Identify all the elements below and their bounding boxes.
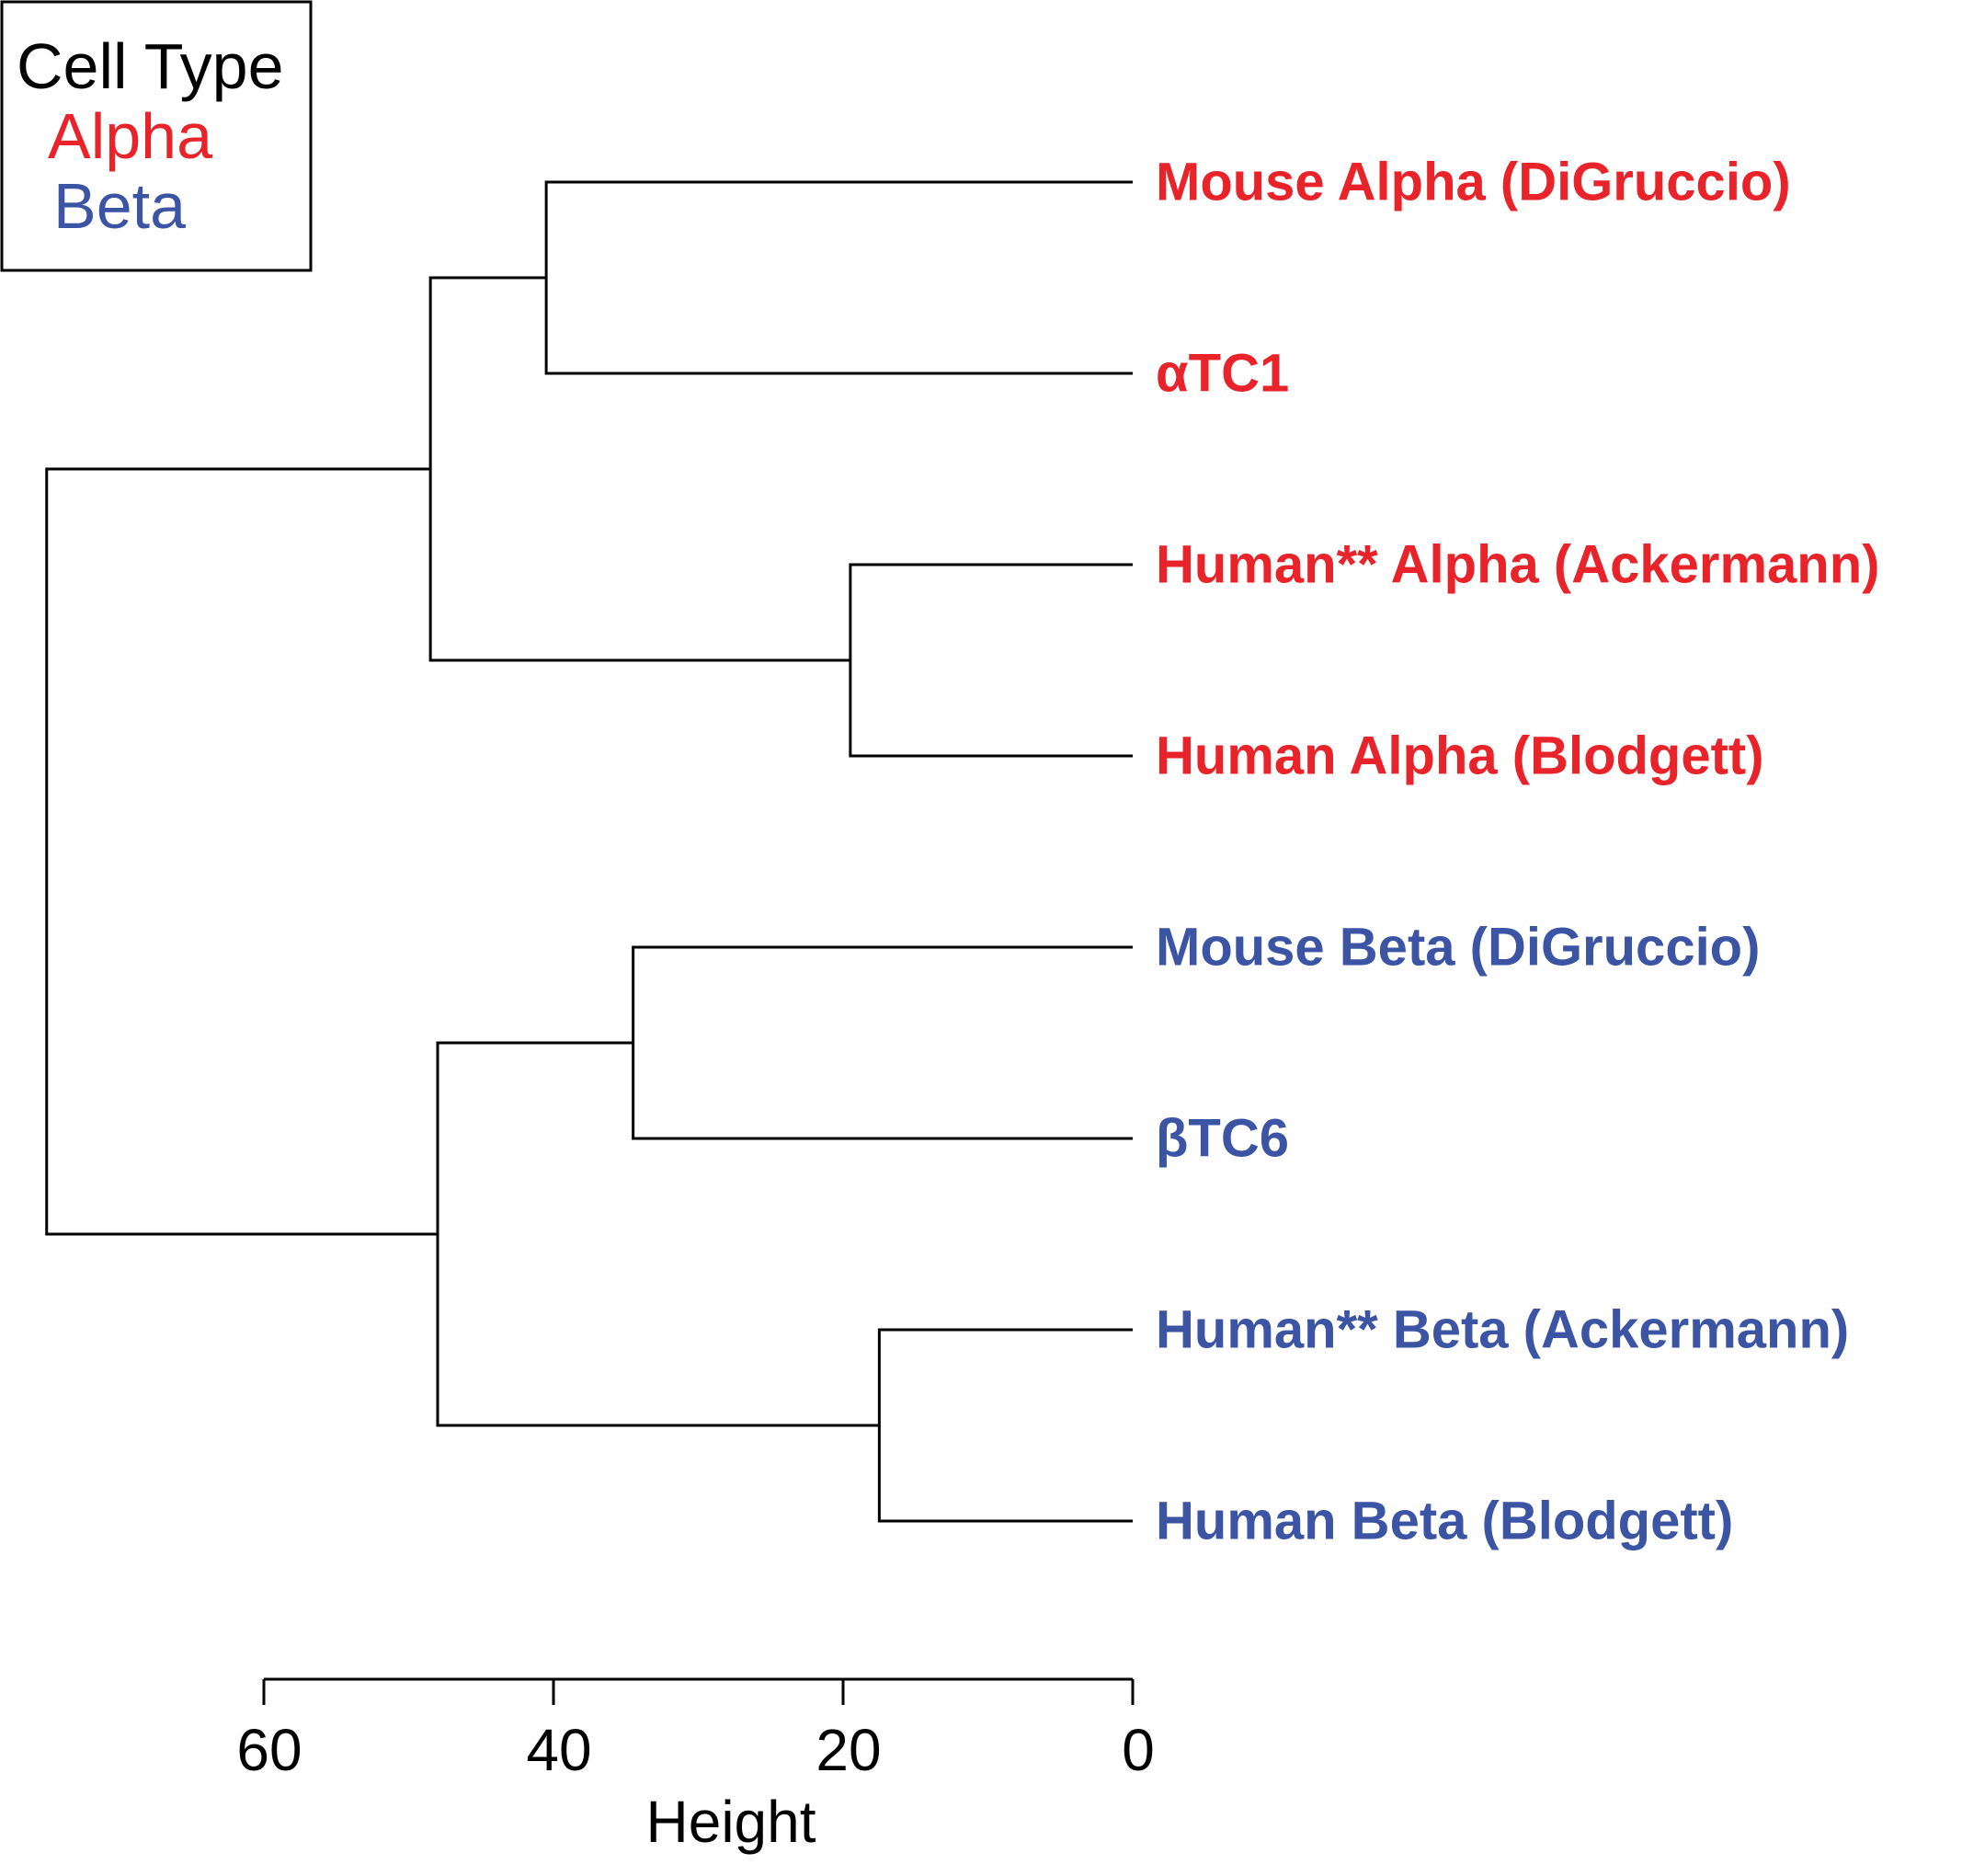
dendrogram-branch	[849, 563, 1133, 758]
leaf-label: Human** Alpha (Ackermann)	[1156, 535, 1879, 595]
leaf-label: Mouse Alpha (DiGruccio)	[1156, 153, 1791, 212]
leaf-label: Mouse Beta (DiGruccio)	[1156, 918, 1760, 978]
x-tick-label: 60	[236, 1717, 302, 1783]
leaf-label: βTC6	[1156, 1109, 1289, 1169]
dendrogram-branch	[544, 180, 1133, 375]
leaf-labels: Mouse Alpha (DiGruccio) αTC1 Human** Alpha…	[1156, 153, 1879, 1551]
dendrogram-branch	[877, 1328, 1133, 1523]
x-axis-title: Height	[646, 1789, 816, 1855]
dendrogram-branch	[428, 276, 850, 662]
x-axis: Height 60 40 20 0	[236, 1677, 1155, 1855]
dendrogram-branch	[632, 945, 1133, 1140]
dendrogram-branches	[45, 180, 1133, 1523]
leaf-label: αTC1	[1156, 344, 1289, 404]
legend-entry-beta: Beta	[53, 170, 186, 242]
x-tick-label: 40	[526, 1717, 591, 1783]
dendrogram-branch	[436, 1041, 880, 1427]
dendrogram-branch	[45, 467, 438, 1236]
x-tick-label: 20	[816, 1717, 881, 1783]
legend-box	[0, 0, 313, 272]
x-tick-label: 0	[1122, 1717, 1155, 1783]
legend-title: Cell Type	[17, 30, 284, 102]
leaf-label: Human Alpha (Blodgett)	[1156, 726, 1764, 786]
legend-entry-alpha: Alpha	[48, 100, 212, 172]
leaf-label: Human Beta (Blodgett)	[1156, 1492, 1733, 1551]
legend: Cell Type Alpha Beta	[0, 0, 313, 272]
leaf-label: Human** Beta (Ackermann)	[1156, 1300, 1849, 1360]
